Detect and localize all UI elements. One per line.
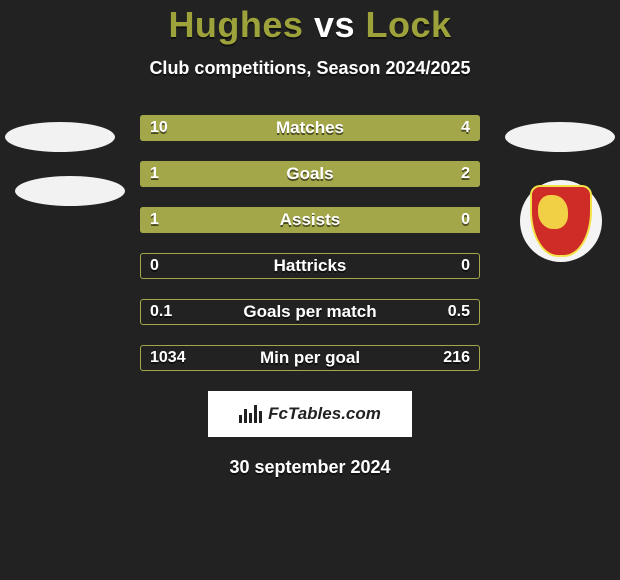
stat-label: Min per goal <box>140 345 480 371</box>
comparison-card: Hughes vs Lock Club competitions, Season… <box>0 0 620 478</box>
watermark: FcTables.com <box>208 391 412 437</box>
stat-row: 12Goals <box>140 161 480 187</box>
stats-table: 104Matches 12Goals 10Assists 00Hattricks 0.1… <box>0 115 620 371</box>
stat-label: Hattricks <box>140 253 480 279</box>
stat-row: 104Matches <box>140 115 480 141</box>
subtitle: Club competitions, Season 2024/2025 <box>0 58 620 79</box>
stat-row: 1034216Min per goal <box>140 345 480 371</box>
date-label: 30 september 2024 <box>0 457 620 478</box>
stat-row: 10Assists <box>140 207 480 233</box>
page-title: Hughes vs Lock <box>0 4 620 46</box>
player1-name: Hughes <box>168 4 303 45</box>
vs-text: vs <box>314 4 355 45</box>
bar-chart-icon <box>239 405 262 423</box>
stat-label: Goals <box>140 161 480 187</box>
stat-label: Assists <box>140 207 480 233</box>
stat-row: 00Hattricks <box>140 253 480 279</box>
stat-label: Goals per match <box>140 299 480 325</box>
stat-label: Matches <box>140 115 480 141</box>
watermark-text: FcTables.com <box>268 404 381 424</box>
stat-row: 0.10.5Goals per match <box>140 299 480 325</box>
player2-name: Lock <box>366 4 452 45</box>
